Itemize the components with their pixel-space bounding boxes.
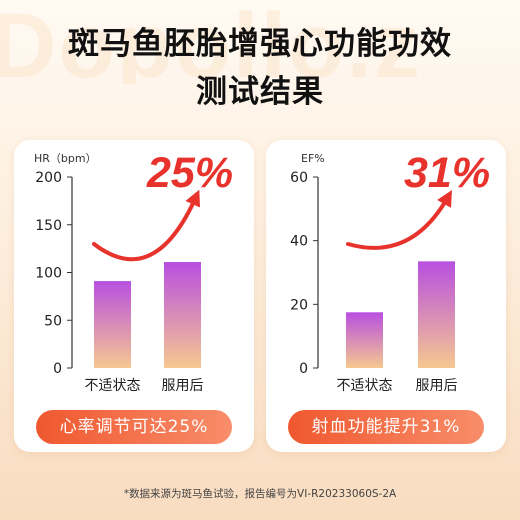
y-tick-label: 200 [35, 170, 62, 186]
y-tick-label: 100 [35, 266, 62, 282]
y-tick-label: 20 [290, 297, 308, 313]
footnote: *数据来源为斑马鱼试验，报告编号为VI-R20233060S-2A [123, 488, 397, 500]
ef-bar-chart: EF% 0 20 40 60 不适状态 服用后 31% [290, 149, 490, 394]
page-subtitle: 测试结果 [196, 74, 324, 110]
category-label: 不适状态 [337, 378, 393, 394]
ef-chart-card: EF% 0 20 40 60 不适状态 服用后 31% 射血功能提升31% [266, 140, 506, 452]
y-tick-label: 60 [290, 170, 308, 186]
y-tick-label: 0 [299, 361, 308, 377]
y-tick-label: 40 [290, 234, 308, 250]
y-tick-label: 0 [53, 361, 62, 377]
y-axis-label: HR（bpm） [34, 152, 97, 165]
y-tick-label: 150 [35, 218, 62, 234]
page-title: 斑马鱼胚胎增强心功能功效 [68, 26, 452, 62]
highlight-percentage: 25% [146, 149, 233, 197]
hr-summary-badge: 心率调节可达25% [36, 410, 232, 444]
brand-watermark: Dopollo.z [0, 0, 422, 84]
y-tick-label: 50 [44, 313, 62, 329]
bar-before [346, 312, 383, 368]
ef-summary-badge: 射血功能提升31% [288, 410, 484, 444]
increase-arrow [92, 189, 200, 262]
y-axis-label: EF% [301, 152, 325, 165]
highlight-percentage: 31% [404, 149, 490, 197]
increase-arrow [346, 190, 452, 250]
category-label: 不适状态 [85, 378, 141, 394]
bar-after [164, 261, 201, 368]
bar-after [418, 261, 455, 368]
category-label: 服用后 [162, 378, 204, 394]
hr-bar-chart: HR（bpm） 0 50 100 150 200 不适状态 服用后 25% [34, 149, 233, 394]
hr-chart-card: HR（bpm） 0 50 100 150 200 不适状态 服用后 25% 心率调节可达25% [14, 140, 254, 452]
bar-before [94, 281, 131, 368]
category-label: 服用后 [416, 378, 458, 394]
